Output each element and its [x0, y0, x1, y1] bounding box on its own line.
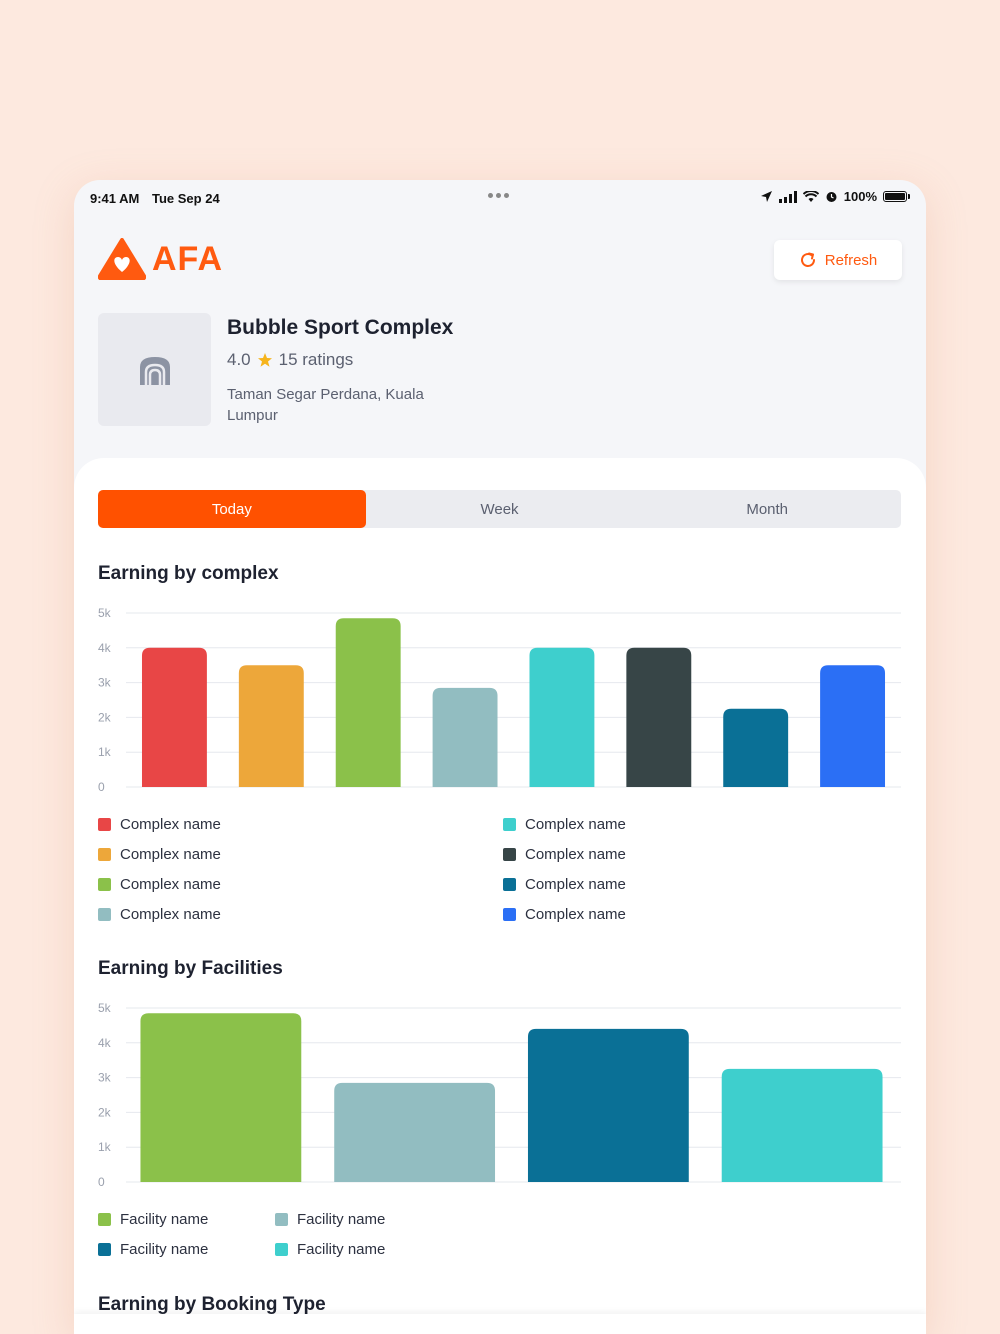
chart-bar	[820, 665, 886, 787]
y-tick-label: 2k	[98, 1105, 112, 1119]
facilities-chart-title: Earning by Facilities	[98, 958, 283, 979]
y-tick-label: 3k	[98, 1071, 112, 1085]
legend-label: Complex name	[525, 876, 626, 893]
earnings-card: Today Week Month Earning by complex 0 1k 2…	[74, 458, 926, 1334]
venue-name: Bubble Sport Complex	[227, 316, 454, 339]
legend-swatch	[503, 908, 516, 921]
legend-swatch	[98, 848, 111, 861]
legend-item: Complex name	[503, 876, 626, 893]
brand-name: AFA	[152, 239, 223, 278]
alarm-icon	[826, 192, 837, 202]
chart-bar	[626, 647, 692, 787]
y-tick-label: 3k	[98, 676, 112, 690]
legend-label: Complex name	[525, 906, 626, 923]
legend-swatch	[275, 1213, 288, 1226]
legend-swatch	[275, 1243, 288, 1256]
tablet-screen: 9:41 AM Tue Sep 24 100% AFA Refresh	[74, 180, 926, 1334]
legend-item: Complex name	[98, 846, 221, 863]
status-time: 9:41 AM	[90, 191, 140, 206]
status-date: Tue Sep 24	[152, 191, 220, 206]
y-tick-label: 1k	[98, 745, 112, 759]
period-tabs: Today Week Month	[98, 490, 901, 528]
tab-month[interactable]: Month	[746, 500, 789, 518]
chart-bar	[432, 687, 498, 787]
y-tick-label: 2k	[98, 710, 112, 724]
legend-swatch	[98, 878, 111, 891]
legend-label: Complex name	[120, 846, 221, 863]
legend-item: Facility name	[275, 1241, 385, 1258]
ratings-count: 15 ratings	[278, 350, 354, 369]
complex-earnings-chart: 0 1k 2k 3k 4k 5k	[98, 606, 901, 794]
legend-item: Complex name	[503, 906, 626, 923]
chart-bar	[141, 647, 207, 787]
facilities-legend: Facility name Facility name Facility name F…	[98, 1211, 901, 1261]
y-tick-label: 0	[98, 780, 105, 794]
legend-item: Complex name	[503, 816, 626, 833]
legend-item: Facility name	[98, 1241, 208, 1258]
facilities-earnings-chart: 0 1k 2k 3k 4k 5k	[98, 1001, 901, 1189]
legend-label: Complex name	[120, 876, 221, 893]
y-tick-label: 1k	[98, 1140, 112, 1154]
legend-item: Complex name	[98, 816, 221, 833]
y-tick-label: 0	[98, 1175, 105, 1189]
chart-bar	[334, 1082, 496, 1182]
legend-label: Facility name	[120, 1241, 209, 1258]
status-bar: 9:41 AM Tue Sep 24 100%	[74, 180, 926, 216]
legend-item: Facility name	[98, 1211, 208, 1228]
chart-bar	[140, 1013, 302, 1182]
chart-bar	[721, 1068, 883, 1182]
legend-swatch	[98, 1243, 111, 1256]
legend-label: Complex name	[120, 906, 221, 923]
legend-label: Complex name	[120, 816, 221, 833]
legend-swatch	[98, 1213, 111, 1226]
multitasking-dots-icon[interactable]	[488, 193, 509, 198]
rating-value: 4.0	[227, 350, 251, 369]
refresh-button[interactable]: Refresh	[774, 240, 902, 280]
tab-today[interactable]: Today	[98, 490, 366, 528]
chart-bar	[335, 618, 401, 787]
venue-thumbnail	[98, 313, 211, 426]
legend-swatch	[98, 908, 111, 921]
legend-label: Facility name	[120, 1211, 209, 1228]
star-icon	[257, 353, 272, 367]
legend-label: Complex name	[525, 816, 626, 833]
refresh-icon	[800, 252, 815, 267]
y-tick-label: 5k	[98, 606, 112, 620]
battery-percent: 100%	[843, 189, 877, 204]
complex-chart-title: Earning by complex	[98, 563, 279, 584]
bottom-bar	[74, 1314, 926, 1334]
y-tick-label: 4k	[98, 641, 112, 655]
chart-bar	[723, 708, 789, 787]
signal-icon	[778, 190, 797, 203]
legend-item: Complex name	[98, 876, 221, 893]
chart-bar	[527, 1028, 689, 1182]
legend-swatch	[503, 848, 516, 861]
battery-icon	[883, 191, 907, 202]
legend-label: Complex name	[525, 846, 626, 863]
chart-bar	[238, 665, 304, 787]
brand-logo: AFA	[98, 238, 223, 280]
complex-legend: Complex name Complex name Complex name Comp…	[98, 816, 901, 926]
legend-item: Complex name	[503, 846, 626, 863]
legend-item: Complex name	[98, 906, 221, 923]
legend-label: Facility name	[297, 1241, 386, 1258]
legend-swatch	[503, 878, 516, 891]
legend-item: Facility name	[275, 1211, 385, 1228]
venue-rating: 4.0 15 ratings	[227, 350, 353, 370]
location-icon	[760, 191, 772, 202]
legend-swatch	[98, 818, 111, 831]
y-tick-label: 4k	[98, 1036, 112, 1050]
afa-logo-icon	[98, 238, 146, 280]
tab-week[interactable]: Week	[480, 500, 519, 518]
booking-type-chart-title: Earning by Booking Type	[98, 1294, 326, 1315]
stadium-icon	[139, 356, 170, 385]
venue-address: Taman Segar Perdana, Kuala Lumpur	[227, 386, 424, 424]
chart-bar	[529, 647, 595, 787]
y-tick-label: 5k	[98, 1001, 112, 1015]
legend-swatch	[503, 818, 516, 831]
wifi-icon	[802, 190, 819, 202]
legend-label: Facility name	[297, 1211, 386, 1228]
status-indicators: 100%	[760, 189, 910, 204]
refresh-label: Refresh	[824, 251, 878, 269]
